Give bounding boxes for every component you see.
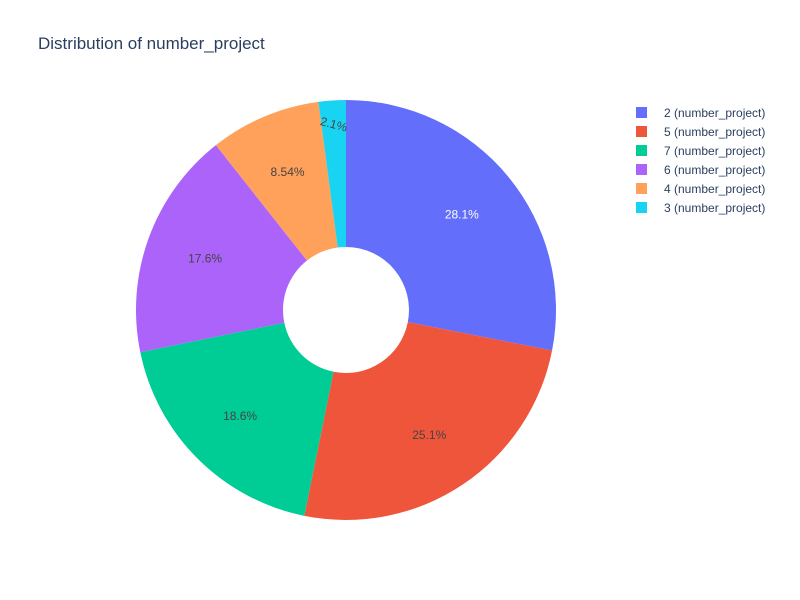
pie-slice-2[interactable] [304, 322, 553, 520]
pie-slice-1[interactable] [346, 100, 556, 351]
legend-label: 7 (number_project) [664, 143, 766, 158]
legend-item-4[interactable]: 6 (number_project) [634, 160, 765, 179]
chart-title: Distribution of number_project [38, 34, 265, 53]
slice-label-4: 17.6% [188, 252, 222, 266]
pie-labels: 28.1% 25.1% 18.6% 17.6% 8.54% 2.1% [188, 114, 479, 442]
legend-swatch [636, 107, 647, 118]
legend-item-3[interactable]: 7 (number_project) [634, 141, 765, 160]
legend-swatch [636, 183, 647, 194]
legend-label: 2 (number_project) [664, 105, 766, 120]
legend: 2 (number_project) 5 (number_project) 7 (n… [634, 103, 765, 217]
legend-swatch [636, 145, 647, 156]
legend-label: 3 (number_project) [664, 200, 766, 215]
legend-label: 4 (number_project) [664, 181, 766, 196]
legend-swatch [636, 164, 647, 175]
slice-label-3: 18.6% [223, 409, 257, 423]
legend-swatch [636, 202, 647, 213]
slice-label-5: 8.54% [271, 165, 305, 179]
legend-label: 5 (number_project) [664, 124, 766, 139]
pie-slice-5[interactable] [215, 101, 338, 261]
legend-label: 6 (number_project) [664, 162, 766, 177]
pie-slice-4[interactable] [135, 145, 307, 353]
legend-item-5[interactable]: 4 (number_project) [634, 179, 765, 198]
slice-label-6: 2.1% [319, 114, 349, 135]
slice-label-1: 28.1% [445, 208, 479, 222]
slice-label-2: 25.1% [412, 428, 446, 442]
legend-swatch [636, 126, 647, 137]
pie-slice-6[interactable] [318, 100, 346, 248]
legend-item-6[interactable]: 3 (number_project) [634, 198, 765, 217]
legend-item-2[interactable]: 5 (number_project) [634, 122, 765, 141]
legend-item-1[interactable]: 2 (number_project) [634, 103, 765, 122]
pie-slices [135, 100, 556, 520]
pie-slice-3[interactable] [140, 322, 334, 516]
